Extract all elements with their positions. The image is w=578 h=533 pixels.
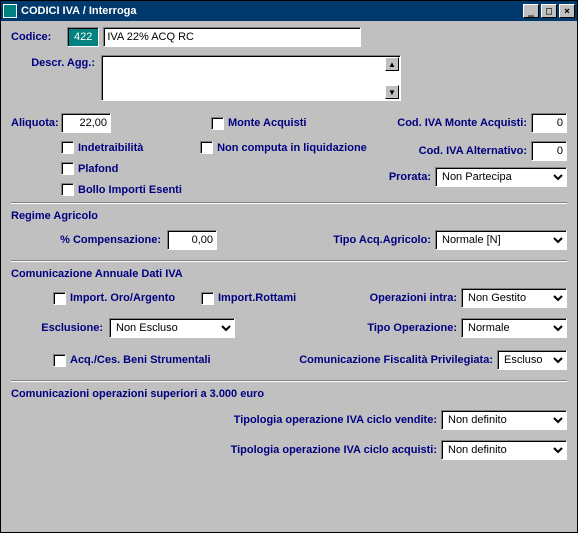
monte-acquisti-checkbox[interactable] [211, 117, 224, 130]
operazioni-intra-select[interactable]: Non Gestito [461, 288, 567, 308]
plafond-label: Plafond [78, 163, 118, 175]
regime-agricolo-title: Regime Agricolo [11, 210, 567, 222]
tipologia-acquisti-select[interactable]: Non definito [441, 440, 567, 460]
cod-iva-alt-input[interactable] [531, 141, 567, 161]
esclusione-label: Esclusione: [11, 322, 109, 334]
desc-input[interactable] [103, 27, 361, 47]
non-computa-label: Non computa in liquidazione [217, 142, 367, 154]
comunicazione-annuale-title: Comunicazione Annuale Dati IVA [11, 268, 567, 280]
acq-ces-label: Acq./Ces. Beni Strumentali [70, 354, 211, 366]
codice-value[interactable]: 422 [67, 27, 99, 47]
comunicazioni-3000-title: Comunicazioni operazioni superiori a 3.0… [11, 388, 567, 400]
aliquota-label: Aliquota: [11, 117, 61, 129]
bollo-checkbox[interactable] [61, 183, 74, 196]
esclusione-select[interactable]: Non Escluso [109, 318, 235, 338]
fiscalita-label: Comunicazione Fiscalità Privilegiata: [299, 354, 493, 366]
scroll-up-icon[interactable]: ▲ [385, 57, 399, 71]
codice-label: Codice: [11, 31, 67, 43]
app-icon [3, 4, 17, 18]
import-rottami-checkbox[interactable] [201, 292, 214, 305]
window-title: CODICI IVA / Interroga [21, 5, 521, 17]
descr-agg-label: Descr. Agg.: [11, 55, 101, 69]
tipologia-acquisti-label: Tipologia operazione IVA ciclo acquisti: [231, 444, 437, 456]
tipologia-vendite-label: Tipologia operazione IVA ciclo vendite: [234, 414, 437, 426]
tipologia-vendite-select[interactable]: Non definito [441, 410, 567, 430]
compensazione-label: % Compensazione: [11, 234, 167, 246]
plafond-checkbox[interactable] [61, 162, 74, 175]
indetraibilita-checkbox[interactable] [61, 141, 74, 154]
form-body: Codice: 422 Descr. Agg.: ▲ ▼ Aliquota: M… [1, 21, 577, 470]
import-oro-checkbox[interactable] [53, 292, 66, 305]
fiscalita-select[interactable]: Escluso [497, 350, 567, 370]
cod-iva-alt-label: Cod. IVA Alternativo: [419, 145, 527, 157]
window: CODICI IVA / Interroga _ □ × Codice: 422… [0, 0, 578, 533]
monte-acquisti-label: Monte Acquisti [228, 117, 306, 129]
tipo-operazione-select[interactable]: Normale [461, 318, 567, 338]
tipo-operazione-label: Tipo Operazione: [367, 322, 457, 334]
cod-iva-monte-label: Cod. IVA Monte Acquisti: [397, 117, 527, 129]
indetraibilita-label: Indetraibilità [78, 142, 143, 154]
import-rottami-label: Import.Rottami [218, 292, 296, 304]
prorata-label: Prorata: [389, 171, 431, 183]
minimize-button[interactable]: _ [523, 4, 539, 18]
import-oro-label: Import. Oro/Argento [70, 292, 175, 304]
titlebar: CODICI IVA / Interroga _ □ × [1, 1, 577, 21]
prorata-select[interactable]: Non Partecipa [435, 167, 567, 187]
aliquota-input[interactable] [61, 113, 111, 133]
descr-agg-textarea[interactable]: ▲ ▼ [101, 55, 401, 101]
acq-ces-checkbox[interactable] [53, 354, 66, 367]
operazioni-intra-label: Operazioni intra: [370, 292, 457, 304]
scroll-down-icon[interactable]: ▼ [385, 85, 399, 99]
close-button[interactable]: × [559, 4, 575, 18]
maximize-button[interactable]: □ [541, 4, 557, 18]
compensazione-input[interactable] [167, 230, 217, 250]
non-computa-checkbox[interactable] [200, 141, 213, 154]
tipo-acq-agricolo-select[interactable]: Normale [N] [435, 230, 567, 250]
cod-iva-monte-input[interactable] [531, 113, 567, 133]
tipo-acq-agricolo-label: Tipo Acq.Agricolo: [333, 234, 431, 246]
bollo-label: Bollo Importi Esenti [78, 184, 182, 196]
